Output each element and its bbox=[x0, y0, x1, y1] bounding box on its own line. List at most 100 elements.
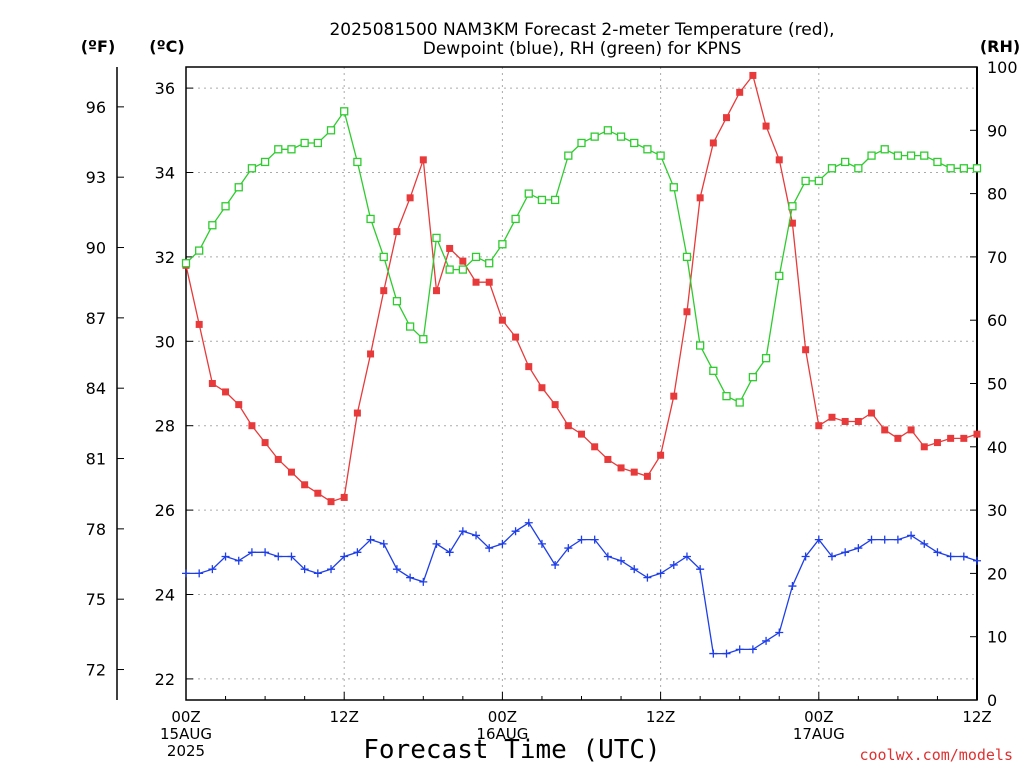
rh-point bbox=[550, 195, 560, 205]
rh-point bbox=[340, 107, 349, 116]
dewpoint-point bbox=[287, 552, 296, 561]
dewpoint-point bbox=[696, 565, 705, 574]
dewpoint-point bbox=[234, 556, 243, 565]
temperature-point bbox=[683, 308, 691, 316]
dewpoint-point bbox=[762, 636, 771, 645]
rh-point bbox=[946, 164, 955, 173]
rh-point bbox=[353, 157, 362, 167]
dewpoint-point bbox=[920, 539, 929, 548]
celsius-tick-label: 32 bbox=[155, 248, 175, 267]
celsius-tick-label: 26 bbox=[155, 501, 175, 520]
rh-point bbox=[379, 252, 388, 262]
dewpoint-point bbox=[340, 552, 349, 561]
rh-tick-label: 10 bbox=[987, 628, 1007, 647]
rh-point bbox=[326, 126, 336, 135]
grid-layer bbox=[185, 67, 978, 700]
rh-point bbox=[630, 138, 639, 148]
temperature-point bbox=[485, 278, 493, 286]
rh-tick-label: 20 bbox=[987, 564, 1007, 583]
temperature-point bbox=[723, 114, 731, 122]
temperature-series bbox=[182, 71, 981, 506]
fahrenheit-tick-label: 75 bbox=[86, 590, 106, 609]
temperature-point bbox=[868, 409, 876, 417]
dewpoint-point bbox=[827, 552, 836, 561]
temperature-point bbox=[617, 464, 625, 472]
dewpoint-point bbox=[748, 645, 757, 654]
dewpoint-point bbox=[630, 565, 639, 574]
x-tick-label: 12Z bbox=[330, 708, 359, 726]
x-tick-label-line: 12Z bbox=[330, 708, 359, 726]
temperature-point bbox=[432, 287, 440, 295]
temperature-point bbox=[525, 363, 533, 371]
rh-point bbox=[287, 145, 296, 154]
rh-point bbox=[432, 233, 441, 243]
chart-title-line-1: 2025081500 NAM3KM Forecast 2-meter Tempe… bbox=[329, 20, 834, 40]
temperature-point bbox=[512, 333, 520, 341]
rh-series bbox=[181, 107, 982, 407]
dewpoint-point bbox=[735, 645, 744, 654]
temperature-point bbox=[709, 139, 717, 147]
temperature-point bbox=[630, 468, 638, 476]
dewpoint-point bbox=[366, 535, 375, 544]
dewpoint-point bbox=[182, 569, 190, 578]
rh-axis-unit: (RH) bbox=[980, 37, 1020, 56]
dewpoint-point bbox=[775, 628, 784, 637]
fahrenheit-tick-label: 84 bbox=[86, 379, 106, 398]
temperature-point bbox=[762, 122, 770, 130]
rh-point bbox=[498, 240, 507, 249]
rh-point bbox=[709, 366, 718, 375]
temperature-point bbox=[854, 417, 862, 425]
temperature-point bbox=[815, 422, 823, 430]
dewpoint-point bbox=[261, 548, 270, 557]
temperature-point bbox=[788, 219, 796, 227]
temperature-point bbox=[907, 426, 915, 434]
celsius-tick-label: 34 bbox=[155, 164, 175, 183]
rh-tick-label: 40 bbox=[987, 438, 1007, 457]
rh-point bbox=[577, 138, 586, 148]
temperature-point bbox=[578, 430, 585, 438]
temperature-point bbox=[353, 409, 361, 417]
dewpoint-point bbox=[973, 556, 981, 565]
rh-point bbox=[274, 145, 283, 154]
dewpoint-point bbox=[551, 560, 560, 569]
fahrenheit-tick-label: 87 bbox=[86, 309, 106, 328]
dewpoint-point bbox=[709, 649, 718, 658]
dewpoint-point bbox=[682, 552, 691, 561]
rh-point bbox=[643, 145, 652, 154]
temperature-point bbox=[643, 472, 651, 480]
temperature-point bbox=[274, 455, 282, 463]
rh-point bbox=[537, 195, 547, 205]
temperature-point bbox=[947, 434, 955, 442]
dewpoint-point bbox=[577, 535, 586, 544]
rh-point bbox=[260, 157, 270, 167]
temperature-point bbox=[881, 426, 889, 434]
temperature-point bbox=[208, 380, 216, 387]
rh-point bbox=[471, 252, 481, 262]
rh-point bbox=[972, 164, 982, 173]
temperature-point bbox=[933, 439, 941, 447]
dewpoint-point bbox=[498, 539, 507, 548]
x-tick-label: 12Z bbox=[646, 708, 675, 726]
rh-point bbox=[893, 151, 903, 160]
temperature-point bbox=[446, 244, 454, 252]
dewpoint-point bbox=[379, 539, 388, 548]
x-axis-label: Forecast Time (UTC) bbox=[363, 735, 660, 765]
rh-point bbox=[854, 164, 863, 173]
temperature-point bbox=[459, 257, 467, 265]
rh-tick-label: 100 bbox=[987, 58, 1018, 77]
dewpoint-point bbox=[959, 552, 968, 561]
plot-frame bbox=[185, 66, 978, 701]
fahrenheit-tick-label: 81 bbox=[86, 450, 106, 469]
rh-point bbox=[247, 164, 257, 173]
temperature-point bbox=[749, 71, 757, 79]
temperature-point bbox=[920, 443, 928, 451]
rh-point bbox=[300, 138, 309, 148]
rh-point bbox=[761, 354, 771, 363]
rh-point bbox=[590, 132, 599, 141]
temperature-point bbox=[828, 413, 836, 421]
fahrenheit-tick-label: 93 bbox=[86, 168, 106, 187]
credit-text: coolwx.com/models bbox=[859, 746, 1013, 764]
dewpoint-point bbox=[432, 539, 441, 548]
rh-point bbox=[195, 246, 204, 255]
